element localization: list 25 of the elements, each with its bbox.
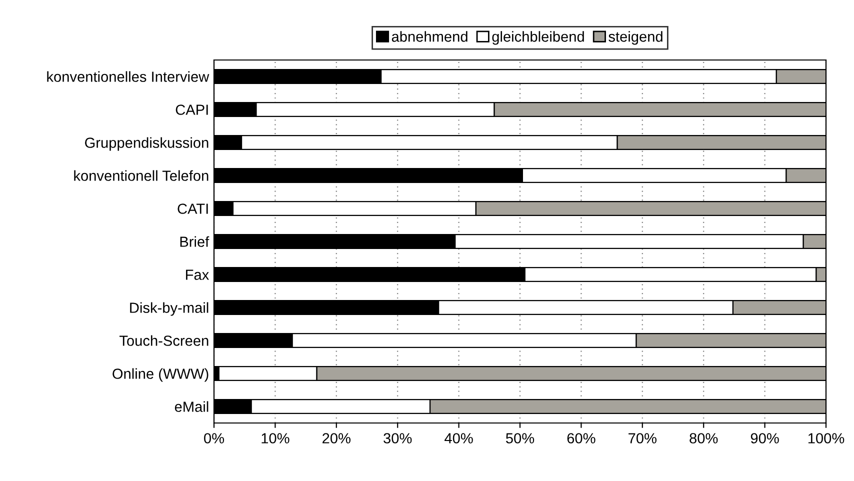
x-tick-label: 20% bbox=[322, 433, 350, 444]
y-tick-label: Online (WWW) bbox=[112, 368, 208, 382]
y-tick-label: konventionelles Interview bbox=[47, 71, 210, 82]
y-tick-label: CATI bbox=[178, 204, 208, 214]
y-tick-label: eMail bbox=[174, 401, 208, 412]
x-tick-label: 60% bbox=[567, 433, 596, 444]
legend-label: abnehmend bbox=[392, 31, 468, 42]
y-tick-label: CAPI bbox=[176, 104, 208, 115]
y-tick-label: Brief bbox=[180, 236, 210, 247]
legend-label: steigend bbox=[608, 31, 662, 45]
legend-label: gleichbleibend bbox=[492, 31, 584, 45]
y-tick-label: Disk-by-mail bbox=[130, 302, 208, 316]
x-tick-label: 0% bbox=[204, 433, 224, 444]
y-tick-label: Fax bbox=[186, 270, 209, 280]
x-tick-label: 90% bbox=[750, 433, 779, 444]
x-tick-label: 10% bbox=[262, 433, 290, 444]
x-tick-label: 100% bbox=[808, 433, 844, 444]
x-tick-label: 80% bbox=[690, 433, 718, 444]
y-tick-label: konventionell Telefon bbox=[74, 170, 208, 181]
y-tick-label: Touch-Screen bbox=[120, 335, 208, 346]
x-tick-label: 70% bbox=[628, 433, 656, 444]
y-tick-label: Gruppendiskussion bbox=[85, 137, 208, 151]
x-tick-label: 50% bbox=[506, 433, 534, 444]
x-tick-label: 30% bbox=[384, 433, 412, 444]
x-tick-label: 40% bbox=[444, 433, 473, 444]
